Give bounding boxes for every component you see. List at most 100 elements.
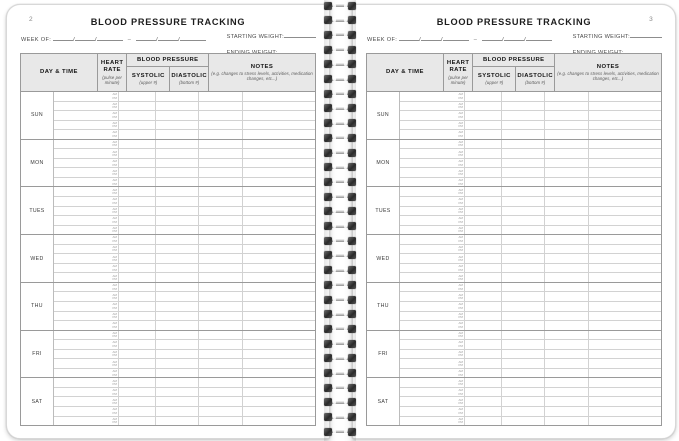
time-entry-cell[interactable]: AM PM [400,254,465,263]
time-entry-cell[interactable]: AM PM [54,349,119,359]
diastolic-cell[interactable] [545,359,589,368]
systolic-cell[interactable] [502,330,545,340]
am-pm-markers[interactable]: AM PM [458,188,463,195]
am-pm-markers[interactable]: AM PM [458,131,463,137]
heart-rate-cell[interactable] [465,387,502,397]
pm-marker[interactable]: PM [112,391,117,396]
week-start-year-blank[interactable] [442,34,469,41]
am-marker[interactable]: AM [458,216,463,221]
heart-rate-cell[interactable] [465,101,502,111]
am-marker[interactable]: AM [458,282,463,287]
pm-marker[interactable]: PM [458,362,463,367]
systolic-cell[interactable] [502,397,545,406]
heart-rate-cell[interactable] [119,111,156,120]
time-entry-cell[interactable]: AM PM [400,92,465,101]
am-pm-markers[interactable]: AM PM [112,389,117,395]
pm-marker[interactable]: PM [112,315,117,320]
time-entry-cell[interactable]: AM PM [400,244,465,254]
am-pm-markers[interactable]: AM PM [112,169,117,175]
heart-rate-cell[interactable] [119,330,156,340]
am-pm-markers[interactable]: AM PM [112,274,117,280]
notes-cell[interactable] [243,168,315,177]
systolic-cell[interactable] [156,397,199,406]
diastolic-cell[interactable] [545,254,589,263]
heart-rate-cell[interactable] [465,416,502,426]
notes-cell[interactable] [589,207,661,216]
heart-rate-cell[interactable] [465,368,502,378]
diastolic-cell[interactable] [545,168,589,177]
am-pm-markers[interactable]: AM PM [112,341,117,347]
heart-rate-cell[interactable] [119,244,156,254]
am-pm-markers[interactable]: AM PM [458,389,463,395]
am-marker[interactable]: AM [458,158,463,163]
pm-marker[interactable]: PM [458,229,463,234]
notes-cell[interactable] [589,340,661,349]
am-marker[interactable]: AM [112,397,117,402]
time-entry-cell[interactable]: AM PM [400,196,465,206]
systolic-cell[interactable] [156,216,199,225]
am-pm-markers[interactable]: AM PM [112,379,117,385]
diastolic-cell[interactable] [545,273,589,282]
heart-rate-cell[interactable] [465,244,502,254]
time-entry-cell[interactable]: AM PM [400,235,465,244]
systolic-cell[interactable] [502,120,545,130]
notes-cell[interactable] [589,321,661,330]
time-entry-cell[interactable]: AM PM [54,416,119,426]
diastolic-cell[interactable] [199,340,243,349]
diastolic-cell[interactable] [199,225,243,235]
heart-rate-cell[interactable] [119,282,156,292]
pm-marker[interactable]: PM [112,410,117,415]
heart-rate-cell[interactable] [119,196,156,206]
am-marker[interactable]: AM [112,330,117,335]
notes-cell[interactable] [243,216,315,225]
am-marker[interactable]: AM [458,149,463,154]
am-pm-markers[interactable]: AM PM [458,225,463,234]
notes-cell[interactable] [243,254,315,263]
am-marker[interactable]: AM [458,225,463,230]
am-marker[interactable]: AM [112,168,117,173]
diastolic-cell[interactable] [545,92,589,101]
notes-cell[interactable] [243,92,315,101]
notes-cell[interactable] [589,168,661,177]
diastolic-cell[interactable] [545,149,589,158]
heart-rate-cell[interactable] [119,225,156,235]
pm-marker[interactable]: PM [458,353,463,358]
systolic-cell[interactable] [156,177,199,187]
notes-cell[interactable] [243,283,315,292]
time-entry-cell[interactable]: AM PM [54,263,119,273]
pm-marker[interactable]: PM [458,334,463,339]
pm-marker[interactable]: PM [112,362,117,367]
time-entry-cell[interactable]: AM PM [54,330,119,340]
am-pm-markers[interactable]: AM PM [458,408,463,414]
pm-marker[interactable]: PM [458,219,463,224]
heart-rate-cell[interactable] [119,378,156,387]
am-marker[interactable]: AM [112,349,117,354]
notes-cell[interactable] [243,417,315,426]
systolic-cell[interactable] [502,206,545,216]
am-pm-markers[interactable]: AM PM [458,350,463,358]
pm-marker[interactable]: PM [458,133,463,138]
notes-cell[interactable] [243,140,315,149]
diastolic-cell[interactable] [199,387,243,397]
diastolic-cell[interactable] [199,111,243,120]
am-pm-markers[interactable]: AM PM [112,198,117,204]
time-entry-cell[interactable]: AM PM [54,139,119,149]
time-entry-cell[interactable]: AM PM [54,311,119,321]
notes-cell[interactable] [589,216,661,225]
notes-cell[interactable] [589,283,661,292]
notes-cell[interactable] [589,397,661,406]
am-marker[interactable]: AM [458,340,463,345]
am-marker[interactable]: AM [112,149,117,154]
am-pm-markers[interactable]: AM PM [112,159,117,166]
systolic-cell[interactable] [156,349,199,359]
time-entry-cell[interactable]: AM PM [54,359,119,368]
am-pm-markers[interactable]: AM PM [458,255,463,261]
diastolic-cell[interactable] [545,139,589,149]
pm-marker[interactable]: PM [458,124,463,129]
notes-cell[interactable] [243,187,315,196]
am-pm-markers[interactable]: AM PM [458,274,463,280]
am-pm-markers[interactable]: AM PM [112,255,117,261]
diastolic-cell[interactable] [199,282,243,292]
notes-cell[interactable] [243,331,315,340]
diastolic-cell[interactable] [199,206,243,216]
